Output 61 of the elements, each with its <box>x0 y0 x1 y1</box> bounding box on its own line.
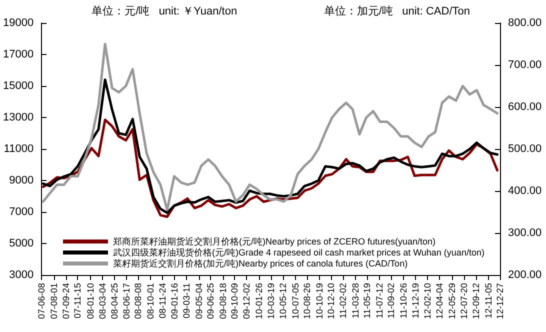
x-tick-label: 08-10-01 <box>145 283 156 320</box>
x-tick-label: 07-08-01 <box>48 283 59 320</box>
x-tick-label: 12-12-27 <box>495 283 505 320</box>
x-tick-label: 09-12-02 <box>242 283 252 320</box>
y-tick-label: 13000 <box>2 112 34 124</box>
legend-label: 郑商所菜籽油期货近交割月价格(元/吨)Nearby prices of ZCERO futures(yuan/ton) <box>113 236 436 246</box>
y-tick-label: 11000 <box>4 143 34 155</box>
y2-tick-label: 300.00 <box>508 227 542 239</box>
y2-tick-label: 600.00 <box>508 101 542 113</box>
x-tick-label: 10-05-12 <box>278 283 288 320</box>
x-tick-label: 09-01-16 <box>169 283 180 320</box>
y-tick-label: 3000 <box>9 269 34 281</box>
x-tick-label: 07-09-24 <box>60 283 71 320</box>
y2-tick-label: 700.00 <box>508 59 542 71</box>
x-tick-label: 11-07-12 <box>374 283 384 318</box>
x-tick-label: 11-05-19 <box>362 283 372 318</box>
x-tick-label: 11-02-02 <box>338 283 348 318</box>
y-tick-label: 9000 <box>9 174 34 186</box>
x-tick-label: 12-04-04 <box>434 283 445 320</box>
x-tick-label: 09-05-04 <box>194 283 204 320</box>
x-tick-label: 11-10-26 <box>398 283 408 318</box>
y2-tick-label: 800.00 <box>508 17 542 29</box>
y-tick-label: 5000 <box>9 238 34 250</box>
x-tick-label: 12-11-05 <box>483 283 494 318</box>
y2-tick-label: 200.00 <box>508 269 542 281</box>
y-tick-label: 15000 <box>2 80 34 92</box>
y-tick-label: 19000 <box>2 17 34 29</box>
x-tick-label: 08-04-25 <box>109 283 120 320</box>
x-tick-label: 09-03-11 <box>182 283 192 318</box>
x-tick-label: 10-03-19 <box>266 283 276 320</box>
x-tick-label: 12-05-29 <box>447 283 458 320</box>
y2-axis-title: 单位：加元/吨 unit: CAD/Ton <box>324 4 470 18</box>
y-tick-label: 17000 <box>2 48 34 60</box>
legend-label: 菜籽期货近交割月价格(加元/吨)Nearby prices of canola futures (CAD/Ton) <box>113 258 408 268</box>
x-tick-label: 10-07-05 <box>290 283 300 320</box>
x-tick-label: 11-03-28 <box>350 283 360 318</box>
x-tick-label: 12-07-20 <box>458 283 469 320</box>
x-tick-label: 09-08-18 <box>218 283 228 320</box>
x-tick-label: 09-06-25 <box>206 283 216 320</box>
x-tick-label: 08-03-04 <box>98 283 108 320</box>
x-tick-label: 08-06-17 <box>121 283 132 320</box>
x-tick-label: 10-12-10 <box>326 283 336 320</box>
x-tick-label: 10-10-19 <box>314 283 324 320</box>
x-tick-label: 07-06-08 <box>36 283 47 320</box>
y-axis-title: 单位：元/吨 unit: ￥Yuan/ton <box>92 4 238 18</box>
x-tick-label: 08-11-24 <box>157 283 168 318</box>
x-tick-label: 07-11-15 <box>72 283 83 318</box>
y-tick-label: 7000 <box>9 206 34 218</box>
x-tick-label: 12-09-12 <box>471 283 482 320</box>
x-tick-label: 08-01-10 <box>85 283 96 320</box>
x-tick-label: 09-10-09 <box>230 283 240 320</box>
x-tick-label: 11-12-19 <box>410 283 420 318</box>
x-tick-label: 12-02-10 <box>422 283 432 320</box>
x-tick-label: 10-08-26 <box>302 283 312 320</box>
y2-tick-label: 500.00 <box>508 143 542 155</box>
legend-label: 武汉四级菜籽油现货价格(元/吨)Grade 4 rapeseed oil cash market prices at Wuhan (yuan/ton) <box>113 248 484 258</box>
line-series <box>42 42 499 212</box>
x-tick-label: 08-08-08 <box>133 283 144 320</box>
y2-tick-label: 400.00 <box>508 185 542 197</box>
x-tick-label: 10-01-26 <box>254 283 264 320</box>
x-tick-label: 11-09-02 <box>386 283 396 318</box>
